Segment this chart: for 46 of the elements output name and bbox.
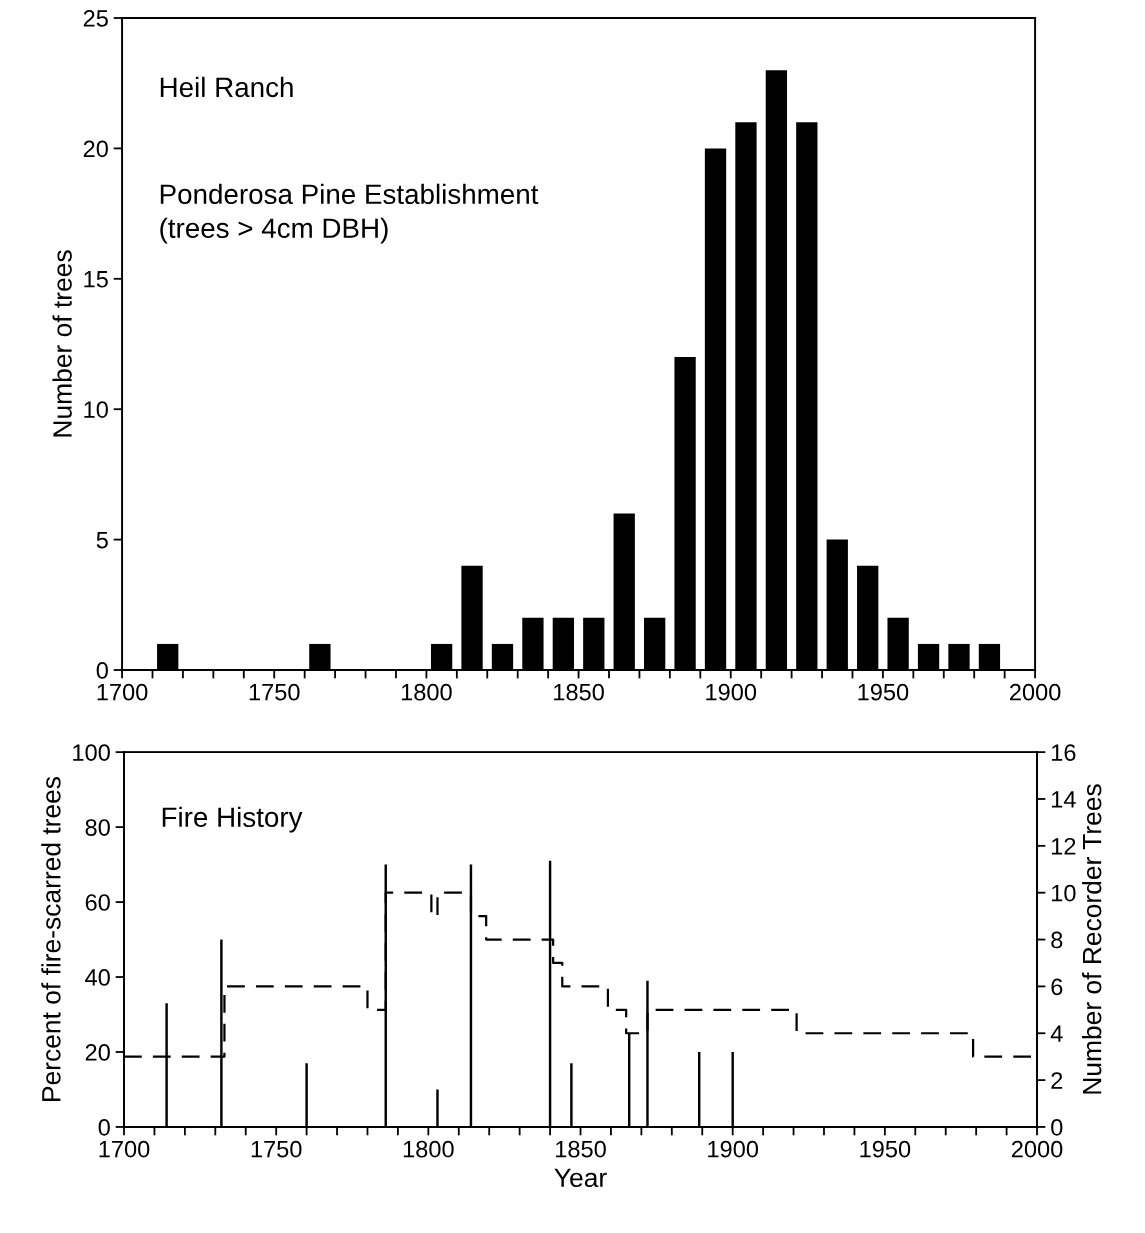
y-tick-label: 25 (83, 10, 108, 27)
y-tick-label: 5 (96, 531, 108, 549)
y-tick-label: 60 (85, 894, 110, 911)
x-tick-label: 2000 (1010, 683, 1061, 701)
y2-tick-label: 2 (1051, 1072, 1063, 1089)
y-tick-label: 80 (85, 819, 110, 836)
x-tick-label: 1950 (860, 1140, 911, 1158)
y2-tick-label: 16 (1052, 744, 1076, 761)
y2-tick-label: 4 (1050, 1025, 1063, 1042)
x-tick-label: 1850 (556, 1140, 606, 1158)
y2-tick-label: 12 (1052, 837, 1076, 855)
x-tick-label: 1850 (554, 683, 604, 701)
x-tick-label: 1800 (403, 1140, 454, 1158)
x-axis-title: Year (554, 1168, 607, 1188)
y-axis-title: Number of trees (52, 250, 72, 437)
x-tick-label: 1700 (97, 683, 148, 701)
y2-tick-label: 14 (1052, 791, 1076, 808)
y-tick-label: 0 (98, 1119, 110, 1136)
x-tick-label: 1700 (99, 1140, 150, 1158)
annotation: Fire History (162, 806, 303, 833)
bar (570, 1063, 573, 1127)
x-tick-label: 2000 (1011, 1140, 1063, 1158)
x-tick-label: 1900 (708, 1140, 759, 1158)
y-axis-title: Percent of fire-scarred trees (41, 776, 61, 1101)
y2-tick-label: 10 (1052, 884, 1076, 902)
y-tick-label: 100 (73, 744, 110, 761)
y2-tick-label: 0 (1051, 1119, 1063, 1136)
bar (731, 1052, 734, 1127)
x-tick-label: 1800 (401, 683, 452, 701)
y-tick-label: 15 (84, 271, 108, 288)
y-tick-label: 10 (84, 401, 108, 418)
x-tick-label: 1950 (858, 683, 909, 701)
x-tick-label: 1900 (706, 683, 757, 701)
annotation: Heil Ranch (160, 76, 293, 98)
y2-tick-label: 8 (1051, 931, 1063, 949)
y-tick-label: 0 (96, 662, 108, 679)
bar (305, 1063, 308, 1127)
y-tick-label: 20 (83, 140, 108, 158)
y-tick-label: 40 (85, 969, 110, 986)
x-tick-label: 1750 (249, 683, 300, 701)
y-tick-label: 20 (85, 1044, 110, 1061)
bar (436, 1089, 439, 1127)
y2-axis-title: Number of Recorder Trees (1082, 784, 1102, 1094)
y2-tick-label: 6 (1051, 978, 1063, 996)
annotation: Ponderosa Pine Establishment (trees > 4cm DBH) (160, 183, 539, 244)
x-tick-label: 1750 (251, 1140, 302, 1158)
